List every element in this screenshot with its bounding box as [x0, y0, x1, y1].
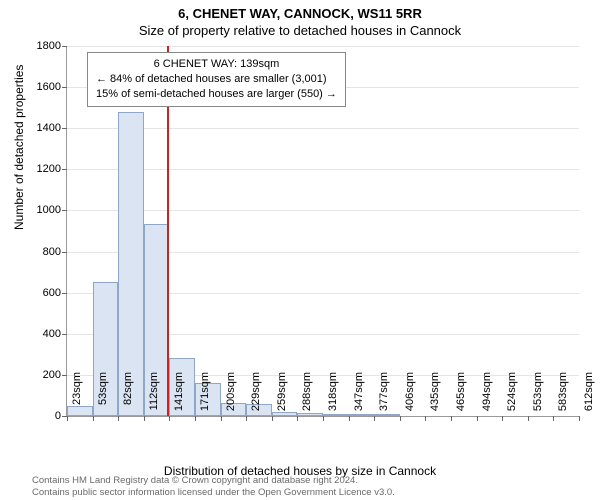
annotation-line-1: 6 CHENET WAY: 139sqm: [96, 57, 337, 72]
x-tick: [374, 416, 375, 421]
y-tick-label: 400: [21, 328, 61, 340]
histogram-chart: 02004006008001000120014001600180023sqm53…: [66, 46, 578, 416]
x-tick: [528, 416, 529, 421]
x-tick: [297, 416, 298, 421]
x-tick-label: 259sqm: [276, 372, 288, 422]
y-tick: [62, 252, 67, 253]
x-tick: [272, 416, 273, 421]
title-sub: Size of property relative to detached ho…: [0, 21, 600, 38]
footer-attribution: Contains HM Land Registry data © Crown c…: [32, 475, 395, 498]
y-tick-label: 1000: [21, 204, 61, 216]
x-tick-label: 318sqm: [327, 372, 339, 422]
x-tick-label: 465sqm: [455, 372, 467, 422]
x-tick: [502, 416, 503, 421]
x-tick-label: 141sqm: [173, 372, 185, 422]
x-tick: [221, 416, 222, 421]
y-tick: [62, 87, 67, 88]
x-tick: [451, 416, 452, 421]
gridline: [67, 46, 579, 47]
y-tick-label: 200: [21, 369, 61, 381]
x-tick: [195, 416, 196, 421]
x-tick-label: 406sqm: [404, 372, 416, 422]
x-tick: [246, 416, 247, 421]
annotation-line-2: ← 84% of detached houses are smaller (3,…: [96, 72, 337, 87]
x-tick-label: 53sqm: [97, 372, 109, 422]
y-tick: [62, 46, 67, 47]
x-tick-label: 435sqm: [429, 372, 441, 422]
y-tick: [62, 334, 67, 335]
gridline: [67, 128, 579, 129]
y-tick-label: 1600: [21, 81, 61, 93]
y-tick-label: 1800: [21, 40, 61, 52]
x-tick-label: 112sqm: [148, 372, 160, 422]
y-tick-label: 1400: [21, 122, 61, 134]
x-tick: [425, 416, 426, 421]
annotation-line-3: 15% of semi-detached houses are larger (…: [96, 87, 337, 102]
x-tick-label: 583sqm: [557, 372, 569, 422]
footer-line-2: Contains public sector information licen…: [32, 487, 395, 498]
y-tick-label: 0: [21, 410, 61, 422]
x-tick-label: 377sqm: [378, 372, 390, 422]
histogram-bar: [118, 112, 144, 416]
gridline: [67, 169, 579, 170]
plot-area: 02004006008001000120014001600180023sqm53…: [66, 46, 579, 417]
y-tick: [62, 169, 67, 170]
x-tick-label: 23sqm: [71, 372, 83, 422]
y-tick: [62, 210, 67, 211]
title-main: 6, CHENET WAY, CANNOCK, WS11 5RR: [0, 0, 600, 21]
footer-line-1: Contains HM Land Registry data © Crown c…: [32, 475, 395, 486]
x-tick-label: 347sqm: [353, 372, 365, 422]
x-tick-label: 229sqm: [250, 372, 262, 422]
x-tick: [477, 416, 478, 421]
annotation-box: 6 CHENET WAY: 139sqm← 84% of detached ho…: [87, 52, 346, 107]
x-tick-label: 288sqm: [301, 372, 313, 422]
x-tick-label: 553sqm: [532, 372, 544, 422]
y-tick: [62, 128, 67, 129]
x-tick: [118, 416, 119, 421]
y-tick: [62, 293, 67, 294]
x-tick-label: 494sqm: [481, 372, 493, 422]
x-tick: [67, 416, 68, 421]
gridline: [67, 210, 579, 211]
x-tick: [400, 416, 401, 421]
y-tick-label: 600: [21, 287, 61, 299]
y-tick-label: 1200: [21, 163, 61, 175]
x-tick: [579, 416, 580, 421]
x-tick: [553, 416, 554, 421]
x-tick: [144, 416, 145, 421]
x-tick: [169, 416, 170, 421]
x-tick-label: 82sqm: [122, 372, 134, 422]
y-tick: [62, 375, 67, 376]
x-tick-label: 524sqm: [506, 372, 518, 422]
x-tick-label: 612sqm: [583, 372, 595, 422]
x-tick: [93, 416, 94, 421]
x-tick: [349, 416, 350, 421]
x-tick-label: 171sqm: [199, 372, 211, 422]
y-tick-label: 800: [21, 246, 61, 258]
x-tick: [323, 416, 324, 421]
x-tick-label: 200sqm: [225, 372, 237, 422]
